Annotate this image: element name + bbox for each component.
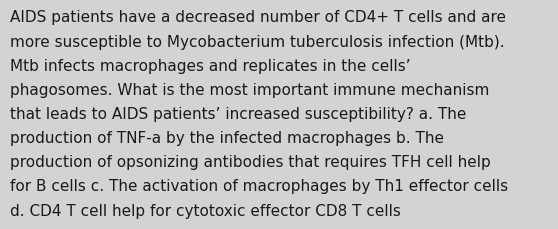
Text: for B cells c. The activation of macrophages by Th1 effector cells: for B cells c. The activation of macroph… — [10, 179, 508, 194]
Text: production of TNF-a by the infected macrophages b. The: production of TNF-a by the infected macr… — [10, 131, 444, 145]
Text: that leads to AIDS patients’ increased susceptibility? a. The: that leads to AIDS patients’ increased s… — [10, 106, 466, 121]
Text: Mtb infects macrophages and replicates in the cells’: Mtb infects macrophages and replicates i… — [10, 58, 411, 73]
Text: phagosomes. What is the most important immune mechanism: phagosomes. What is the most important i… — [10, 82, 489, 97]
Text: production of opsonizing antibodies that requires TFH cell help: production of opsonizing antibodies that… — [10, 155, 491, 169]
Text: AIDS patients have a decreased number of CD4+ T cells and are: AIDS patients have a decreased number of… — [10, 10, 506, 25]
Text: d. CD4 T cell help for cytotoxic effector CD8 T cells: d. CD4 T cell help for cytotoxic effecto… — [10, 203, 401, 218]
Text: more susceptible to Mycobacterium tuberculosis infection (Mtb).: more susceptible to Mycobacterium tuberc… — [10, 34, 504, 49]
